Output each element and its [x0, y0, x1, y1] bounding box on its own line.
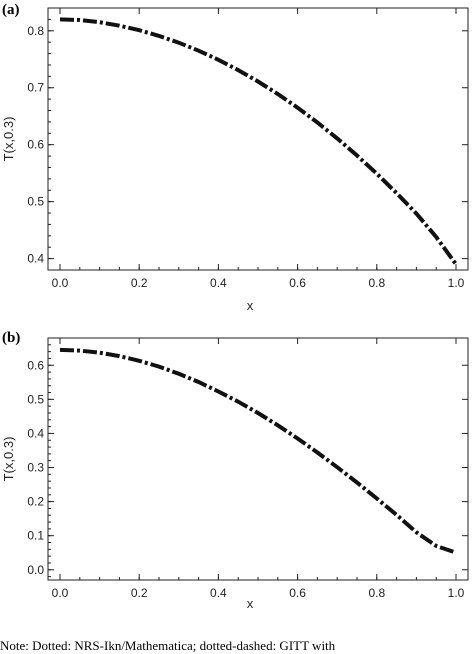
- y-tick-label: 0.6: [27, 138, 44, 152]
- chart-b: 0.0 0.2 0.4 0.6 0.8 1.0 0.0 0.1 0.2 0.3 0.4 0.5 0.6 x…: [1, 338, 468, 611]
- series-line: [60, 19, 456, 264]
- x-tick-label: 0.2: [131, 586, 148, 600]
- y-tick-label: 0.3: [27, 461, 44, 475]
- x-tick-label: 1.0: [448, 276, 465, 290]
- y-tick-label: 0.2: [27, 495, 44, 509]
- y-tick-label: 0.1: [27, 529, 44, 543]
- y-tick-label: 0.0: [27, 563, 44, 577]
- y-tick-label: 0.6: [27, 358, 44, 372]
- y-axis-title: T(x,0.3): [1, 117, 16, 162]
- y-tick-label: 0.7: [27, 81, 44, 95]
- x-tick-label: 0.6: [289, 276, 306, 290]
- y-tick-label: 0.4: [27, 252, 44, 266]
- y-tick-label: 0.5: [27, 392, 44, 406]
- x-tick-label: 0.0: [52, 276, 69, 290]
- x-tick-label: 0.6: [289, 586, 306, 600]
- x-tick-label: 0.4: [210, 586, 227, 600]
- x-tick-label: 1.0: [448, 586, 465, 600]
- series-line: [60, 350, 456, 553]
- y-tick-label: 0.4: [27, 426, 44, 440]
- chart-a: 0.0 0.2 0.4 0.6 0.8 1.0 0.4 0.5 0.6 0.7 0.8 x T(x,0.…: [1, 8, 468, 313]
- x-axis-title: x: [247, 298, 254, 313]
- x-tick-label: 0.8: [368, 586, 385, 600]
- y-tick-label: 0.8: [27, 24, 44, 38]
- y-tick-label: 0.5: [27, 195, 44, 209]
- x-tick-label: 0.0: [52, 586, 69, 600]
- y-axis-title: T(x,0.3): [1, 437, 16, 482]
- plot-frame: [48, 338, 468, 580]
- x-axis-title: x: [247, 596, 254, 611]
- x-tick-label: 0.8: [368, 276, 385, 290]
- x-tick-label: 0.4: [210, 276, 227, 290]
- plot-frame: [48, 8, 468, 270]
- x-tick-label: 0.2: [131, 276, 148, 290]
